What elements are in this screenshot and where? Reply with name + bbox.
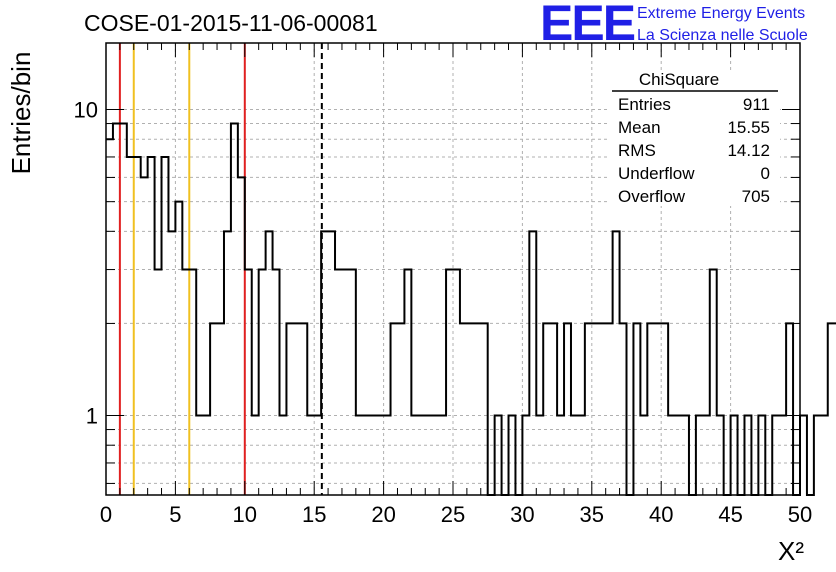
x-tick-label: 50 (788, 502, 812, 527)
x-tick-label: 5 (169, 502, 181, 527)
y-axis-label: Entries/bin (6, 52, 36, 175)
x-tick-label: 10 (233, 502, 257, 527)
x-tick-label: 30 (510, 502, 534, 527)
stats-box-title: ChiSquare (639, 70, 719, 89)
tick-labels: 0 5 10 15 20 25 30 35 40 45 50 1 10 (74, 98, 813, 527)
axis-ticks (105, 43, 801, 495)
stats-row-label: Mean (618, 118, 661, 137)
y-tick-label: 1 (86, 404, 98, 429)
x-tick-label: 0 (100, 502, 112, 527)
x-tick-label: 20 (371, 502, 395, 527)
histogram-outline (106, 122, 836, 496)
x-tick-label: 15 (302, 502, 326, 527)
stats-row-label: Underflow (618, 164, 695, 183)
stats-box-background (610, 70, 780, 206)
x-axis-label: X² (778, 536, 804, 566)
x-tick-label: 45 (718, 502, 742, 527)
stats-row-value: 911 (743, 95, 770, 114)
eee-logo-line1: Extreme Energy Events (637, 5, 805, 22)
stats-row-value: 705 (742, 187, 770, 206)
run-title: COSE-01-2015-11-06-00081 (84, 10, 378, 36)
stats-row-label: Entries (618, 95, 671, 114)
stats-row-label: RMS (618, 141, 656, 160)
y-tick-label: 10 (74, 98, 98, 123)
stats-row-value: 15.55 (727, 118, 770, 137)
eee-logo-line2: La Scienza nelle Scuole (637, 27, 808, 44)
stats-row-value: 0 (761, 164, 770, 183)
stats-box: ChiSquare Entries 911 Mean 15.55 RMS 14.12 Und… (610, 70, 780, 206)
x-tick-label: 35 (580, 502, 604, 527)
x-tick-label: 25 (441, 502, 465, 527)
eee-logo: EEE Extreme Energy Events La Scienza nel… (540, 0, 808, 51)
stats-row-label: Overflow (618, 187, 686, 206)
stats-row-value: 14.12 (727, 141, 770, 160)
x-tick-label: 40 (649, 502, 673, 527)
